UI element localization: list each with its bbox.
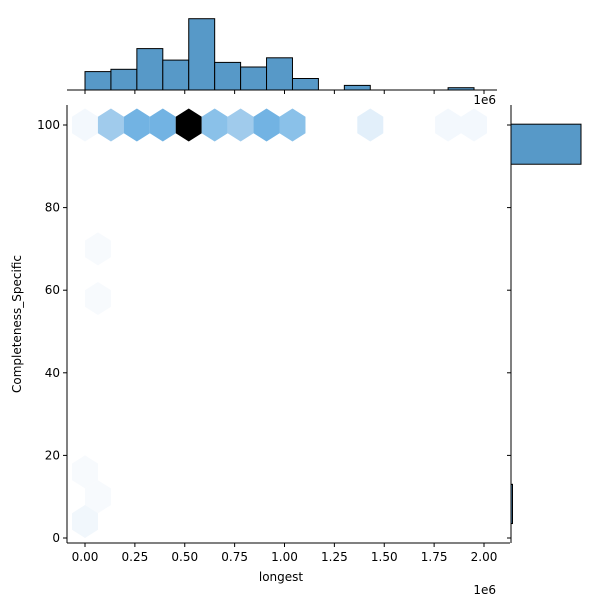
histogram-bar xyxy=(84,71,112,91)
x-tick-label: 0.25 xyxy=(122,550,149,564)
y-axis-ticks: 0 20 40 60 80 100 xyxy=(37,118,67,545)
histogram-bar xyxy=(136,48,164,91)
histogram-bar xyxy=(162,59,190,91)
hexbin-cell xyxy=(72,455,98,489)
x-tick-label: 1.00 xyxy=(271,550,298,564)
hexbin-cell xyxy=(253,108,280,142)
x-tick-label: 1.25 xyxy=(321,550,348,564)
hexbin-cell xyxy=(84,232,111,266)
x-tick-label: 0.00 xyxy=(72,550,99,564)
hexbin-cell xyxy=(84,281,111,315)
y-tick-label: 40 xyxy=(45,366,60,380)
top-marginal-histogram xyxy=(84,18,475,91)
histogram-bar xyxy=(188,18,216,91)
hexbin-cell xyxy=(72,108,98,142)
top-offset-label: 1e6 xyxy=(473,93,496,107)
x-axis-label: longest xyxy=(259,570,304,584)
hexbin-cell xyxy=(97,108,124,142)
x-tick-label: 1.75 xyxy=(421,550,448,564)
y-tick-label: 20 xyxy=(45,448,60,462)
hexbin-cell xyxy=(123,108,150,142)
hexbin-cell xyxy=(461,108,488,142)
x-tick-label: 1.50 xyxy=(371,550,398,564)
hexbin-cell xyxy=(84,480,111,514)
hexbin-cells xyxy=(72,108,488,538)
histogram-bar xyxy=(291,78,319,91)
x-tick-label: 0.50 xyxy=(171,550,198,564)
y-tick-label: 60 xyxy=(45,283,60,297)
hexbin-cell xyxy=(72,504,98,538)
right-marginal-histogram xyxy=(510,123,582,525)
histogram-bar xyxy=(510,123,582,165)
x-offset-label: 1e6 xyxy=(473,583,496,597)
y-axis-label: Completeness_Specific xyxy=(10,255,24,393)
x-tick-label: 0.75 xyxy=(221,550,248,564)
hexbin-cell xyxy=(175,108,202,142)
hexbin-cell xyxy=(435,108,462,142)
x-tick-label: 2.00 xyxy=(471,550,498,564)
hexbin-cell xyxy=(201,108,228,142)
top-hist-ticks xyxy=(84,90,485,94)
y-tick-label: 100 xyxy=(37,118,60,132)
histogram-bar xyxy=(510,483,513,525)
right-hist-ticks xyxy=(507,124,511,539)
histogram-bar xyxy=(110,68,138,91)
hexbin-cell xyxy=(227,108,254,142)
histogram-bar xyxy=(343,84,371,91)
histogram-bar xyxy=(240,66,268,91)
histogram-bar xyxy=(214,61,242,91)
histogram-bar xyxy=(266,57,293,91)
y-tick-label: 80 xyxy=(45,201,60,215)
hexbin-cell xyxy=(357,108,384,142)
hexbin-cell xyxy=(149,108,176,142)
x-axis-ticks: 0.00 0.25 0.50 0.75 1.00 1.25 1.50 1.75 2.00 xyxy=(72,543,498,564)
y-tick-label: 0 xyxy=(52,531,60,545)
hexbin-cell xyxy=(279,108,306,142)
